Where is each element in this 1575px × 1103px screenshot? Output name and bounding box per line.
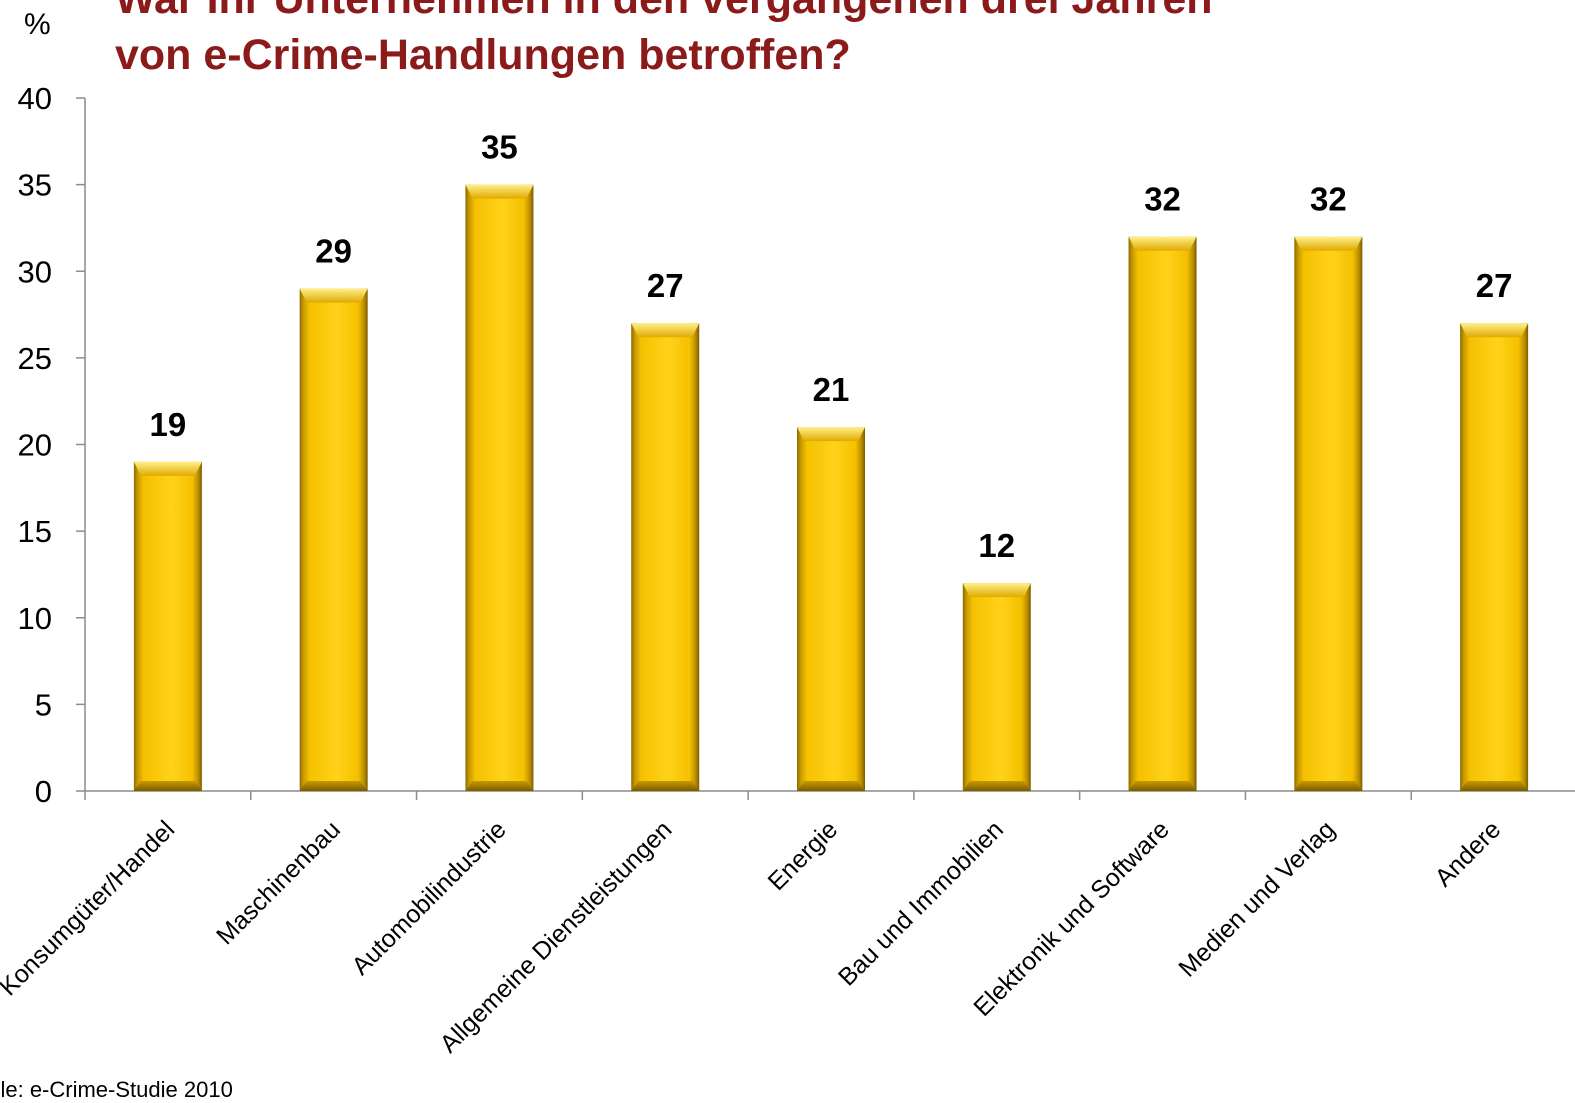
data-label: 19 <box>150 406 187 443</box>
bar <box>1128 236 1197 792</box>
category-label: Maschinenbau <box>211 815 346 950</box>
category-label: Konsumgüter/Handel <box>0 815 180 1001</box>
y-tick-label: 15 <box>18 514 52 549</box>
category-label: Andere <box>1430 815 1507 892</box>
category-label: Energie <box>763 815 844 896</box>
bar <box>465 184 534 791</box>
data-label: 32 <box>1144 181 1181 218</box>
bar <box>631 323 700 791</box>
data-label: 35 <box>481 129 518 166</box>
data-label: 32 <box>1310 181 1347 218</box>
category-label: Bau und Immobilien <box>833 815 1009 991</box>
y-tick-label: 35 <box>18 168 52 203</box>
source-note: Quelle: e-Crime-Studie 2010 <box>0 1077 233 1102</box>
y-tick-label: 40 <box>18 81 52 116</box>
y-axis-label: % <box>24 8 51 41</box>
category-label: Automobilindustrie <box>346 815 511 980</box>
y-tick-label: 30 <box>18 254 52 289</box>
bar <box>1460 323 1529 791</box>
y-tick-label: 20 <box>18 428 52 463</box>
y-tick-label: 0 <box>35 774 52 809</box>
data-label: 12 <box>978 527 1015 564</box>
data-label: 27 <box>1476 267 1513 304</box>
bar <box>299 288 368 791</box>
y-tick-label: 25 <box>18 341 52 376</box>
chart-title-line-2: von e-Crime-Handlungen betroffen? <box>115 31 851 79</box>
data-label: 21 <box>813 371 850 408</box>
bar <box>1294 236 1363 792</box>
y-tick-label: 5 <box>35 687 52 722</box>
category-label: Elektronik und Software <box>968 815 1174 1021</box>
bar <box>797 427 865 791</box>
data-label: 27 <box>647 267 684 304</box>
data-label: 29 <box>315 233 352 270</box>
bar <box>962 583 1031 791</box>
y-tick-label: 10 <box>18 601 52 636</box>
chart-title-line-1: War Ihr Unternehmen in den vergangenen d… <box>115 0 1213 24</box>
category-label: Medien und Verlag <box>1173 815 1340 982</box>
bar <box>133 461 202 791</box>
